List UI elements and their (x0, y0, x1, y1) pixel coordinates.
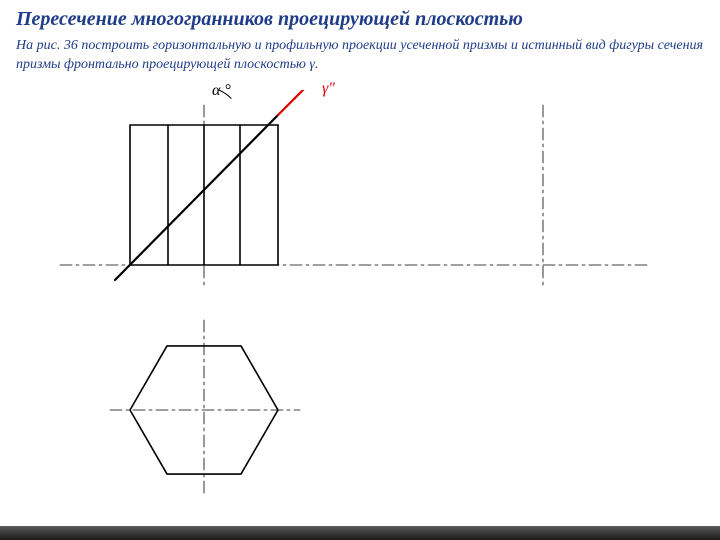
drawing-svg (0, 90, 720, 530)
diagram-area: α ° γ″ (0, 90, 720, 540)
gamma-label: γ″ (322, 80, 335, 98)
page-title: Пересечение многогранников проецирующей … (0, 0, 720, 35)
slide: Пересечение многогранников проецирующей … (0, 0, 720, 540)
alpha-label: α ° (212, 82, 231, 100)
problem-statement: На рис. 36 построить горизонтальную и пр… (0, 35, 720, 79)
footer-bar (0, 526, 720, 540)
